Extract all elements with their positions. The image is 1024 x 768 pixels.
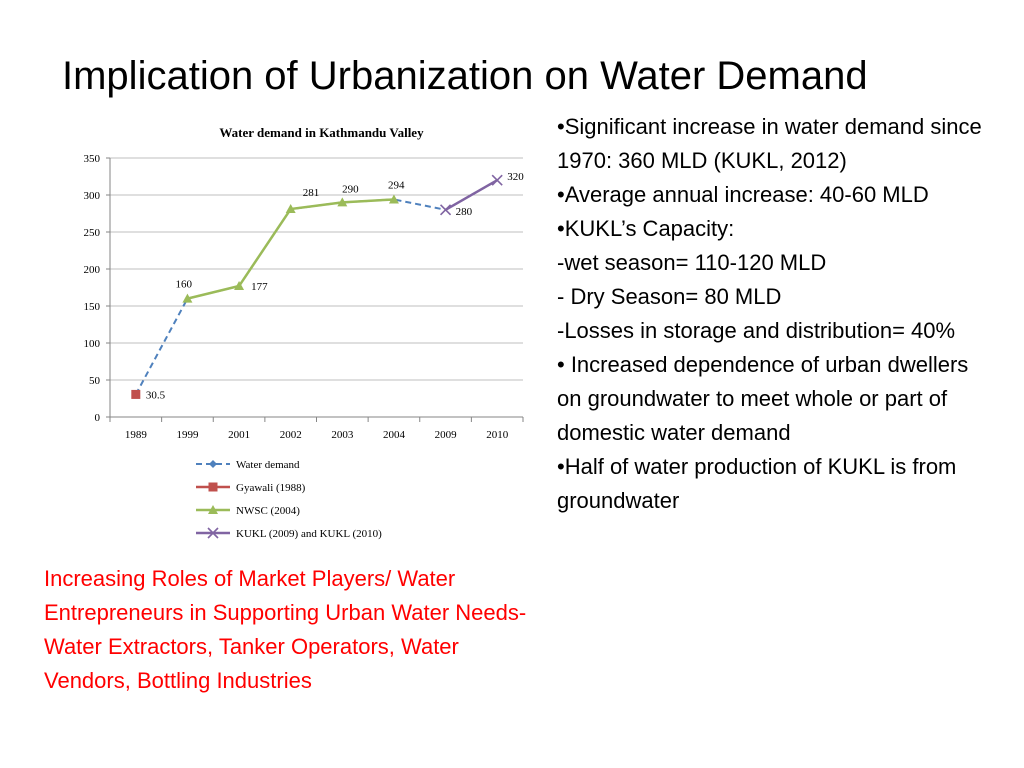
data-label: 30.5 (146, 389, 166, 401)
x-tick-label: 2003 (331, 429, 354, 441)
x-tick-label: 2004 (383, 429, 406, 441)
x-tick-label: 2002 (280, 429, 302, 441)
bullet-item: •Average annual increase: 40-60 MLD (557, 182, 929, 207)
legend-label: Gyawali (1988) (236, 482, 306, 494)
legend-marker-nwsc-2004 (208, 505, 218, 514)
point-nwsc-2004 (337, 197, 348, 207)
y-tick-label: 0 (95, 412, 101, 424)
chart-title: Water demand in Kathmandu Valley (219, 125, 424, 140)
data-label: 281 (303, 187, 320, 199)
y-tick-label: 150 (84, 301, 101, 313)
chart-area: Water demand in Kathmandu Valley 0 50 100 15… (68, 118, 538, 553)
y-tick-label: 300 (84, 190, 101, 202)
legend-label: NWSC (2004) (236, 505, 300, 517)
y-tick-label: 350 (84, 153, 101, 165)
x-tick-label: 2001 (228, 429, 250, 441)
x-tick-label: 1999 (176, 429, 199, 441)
point-nwsc-2004 (388, 194, 399, 204)
bullet-item: •Half of water production of KUKL is fro… (557, 454, 957, 513)
data-label: 177 (251, 281, 268, 293)
x-tick-label: 1989 (125, 429, 148, 441)
water-demand-chart: Water demand in Kathmandu Valley 0 50 100 15… (84, 125, 525, 540)
series-line-nwsc-2004 (187, 198, 395, 300)
bullet-item: -Losses in storage and distribution= 40% (557, 318, 956, 343)
x-tick-label: 2009 (435, 429, 458, 441)
bullet-item: • Increased dependence of urban dwellers… (557, 352, 969, 445)
legend-marker-gyawali-1988 (208, 482, 218, 492)
data-label: 294 (388, 179, 405, 191)
x-tick-label: 2010 (486, 429, 509, 441)
legend-marker-kukl-2009-and-kukl-2010 (207, 527, 219, 539)
y-tick-label: 200 (84, 264, 101, 276)
y-tick-label: 50 (89, 375, 101, 387)
y-tick-label: 100 (84, 338, 101, 350)
bullet-item: •KUKL’s Capacity: (557, 216, 735, 241)
series-line-kukl-2009-and-kukl-2010 (444, 179, 498, 211)
legend-label: KUKL (2009) and KUKL (2010) (236, 528, 382, 540)
bullet-item: - Dry Season= 80 MLD (557, 284, 782, 309)
point-kukl-2009-and-kukl-2010 (491, 174, 503, 186)
data-label: 280 (456, 206, 473, 218)
point-kukl-2009-and-kukl-2010 (439, 204, 452, 216)
legend-marker-water-demand (209, 460, 217, 468)
bullet-item: •Significant increase in water demand si… (557, 114, 982, 173)
slide-title: Implication of Urbanization on Water Dem… (62, 54, 868, 98)
data-label: 320 (507, 171, 524, 183)
bullet-item: -wet season= 110-120 MLD (557, 250, 827, 275)
legend-label: Water demand (236, 459, 300, 471)
market-players-note: Increasing Roles of Market Players/ Wate… (44, 566, 527, 693)
y-tick-label: 250 (84, 227, 101, 239)
point-nwsc-2004 (234, 281, 245, 291)
bullet-list: •Significant increase in water demand si… (557, 110, 987, 518)
point-nwsc-2004 (285, 204, 296, 214)
data-label: 160 (175, 279, 192, 291)
point-gyawali-1988 (131, 389, 141, 399)
point-nwsc-2004 (182, 293, 193, 303)
data-label: 290 (342, 183, 359, 195)
